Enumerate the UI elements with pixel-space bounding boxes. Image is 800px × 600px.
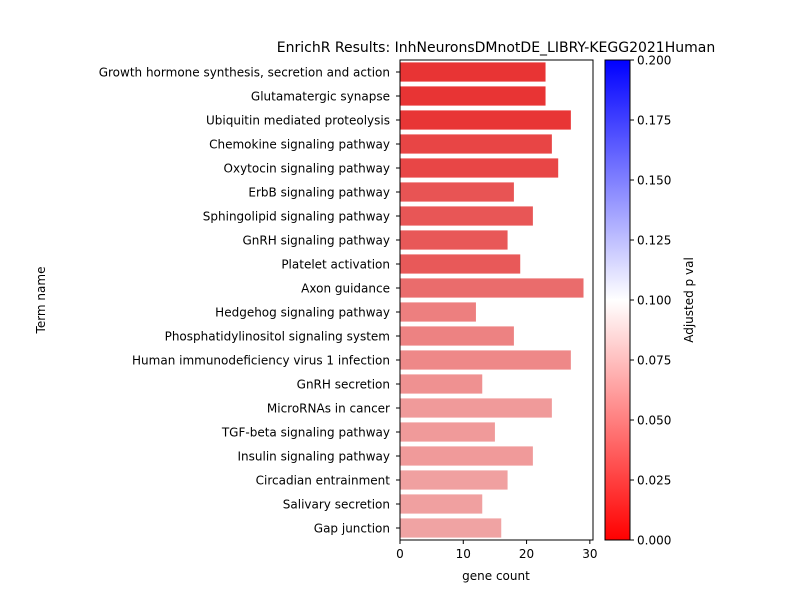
x-axis-label: gene count	[462, 569, 530, 583]
bar	[400, 230, 508, 250]
y-tick-label: Phosphatidylinositol signaling system	[165, 330, 390, 344]
colorbar-tick-label: 0.050	[637, 414, 671, 428]
colorbar-tick-label: 0.175	[637, 114, 671, 128]
bar	[400, 302, 476, 322]
y-tick-label: Human immunodeficiency virus 1 infection	[132, 354, 390, 368]
bar	[400, 422, 495, 442]
y-tick-label: Salivary secretion	[283, 498, 390, 512]
bar	[400, 494, 483, 514]
chart-title: EnrichR Results: InhNeuronsDMnotDE_LIBRY…	[277, 40, 715, 56]
x-tick-label: 10	[456, 547, 471, 561]
bar	[400, 398, 552, 418]
colorbar-tick-label: 0.125	[637, 234, 671, 248]
colorbar-tick-label: 0.000	[637, 534, 671, 548]
y-tick-label: Ubiquitin mediated proteolysis	[206, 114, 390, 128]
y-tick-label: Sphingolipid signaling pathway	[203, 210, 390, 224]
plot-frame	[399, 59, 594, 541]
bar	[400, 86, 546, 106]
colorbar-tick-label: 0.150	[637, 174, 671, 188]
bar	[400, 374, 483, 394]
y-tick-label: Platelet activation	[281, 258, 390, 272]
plot-area: Growth hormone synthesis, secretion and …	[99, 59, 597, 561]
colorbar-tick-label: 0.075	[637, 354, 671, 368]
y-tick-label: GnRH secretion	[297, 378, 390, 392]
bar	[400, 278, 584, 298]
bar	[400, 206, 533, 226]
bar	[400, 182, 514, 202]
y-tick-label: Chemokine signaling pathway	[209, 138, 390, 152]
colorbar-gradient	[604, 59, 631, 541]
y-tick-label: ErbB signaling pathway	[248, 186, 390, 200]
y-tick-label: Insulin signaling pathway	[237, 450, 390, 464]
y-tick-label: MicroRNAs in cancer	[267, 402, 390, 416]
y-tick-label: Circadian entrainment	[256, 474, 391, 488]
y-tick-label: GnRH signaling pathway	[243, 234, 391, 248]
colorbar: 0.000 0.025 0.050 0.075 0.100 0.125 0.150 0.175…	[604, 54, 696, 548]
y-tick-label: Hedgehog signaling pathway	[215, 306, 390, 320]
bar	[400, 110, 571, 130]
bar	[400, 134, 552, 154]
x-tick-label: 30	[582, 547, 597, 561]
x-tick-label: 0	[396, 547, 404, 561]
bar	[400, 158, 559, 178]
bar	[400, 62, 546, 82]
colorbar-tick-label: 0.025	[637, 474, 671, 488]
bar	[400, 326, 514, 346]
y-tick-label: Glutamatergic synapse	[251, 90, 390, 104]
bar	[400, 446, 533, 466]
colorbar-label: Adjusted p val	[682, 257, 696, 343]
bar	[400, 350, 571, 370]
colorbar-tick-label: 0.100	[637, 294, 671, 308]
y-tick-label: Oxytocin signaling pathway	[224, 162, 390, 176]
x-tick-label: 20	[519, 547, 534, 561]
y-tick-label: Gap junction	[314, 522, 390, 536]
y-tick-label: TGF-beta signaling pathway	[221, 426, 390, 440]
bar	[400, 254, 521, 274]
y-tick-label: Growth hormone synthesis, secretion and …	[99, 66, 390, 80]
bar	[400, 518, 502, 538]
y-tick-label: Axon guidance	[301, 282, 390, 296]
colorbar-tick-label: 0.200	[637, 54, 671, 68]
bar	[400, 470, 508, 490]
y-axis-label: Term name	[34, 267, 48, 335]
